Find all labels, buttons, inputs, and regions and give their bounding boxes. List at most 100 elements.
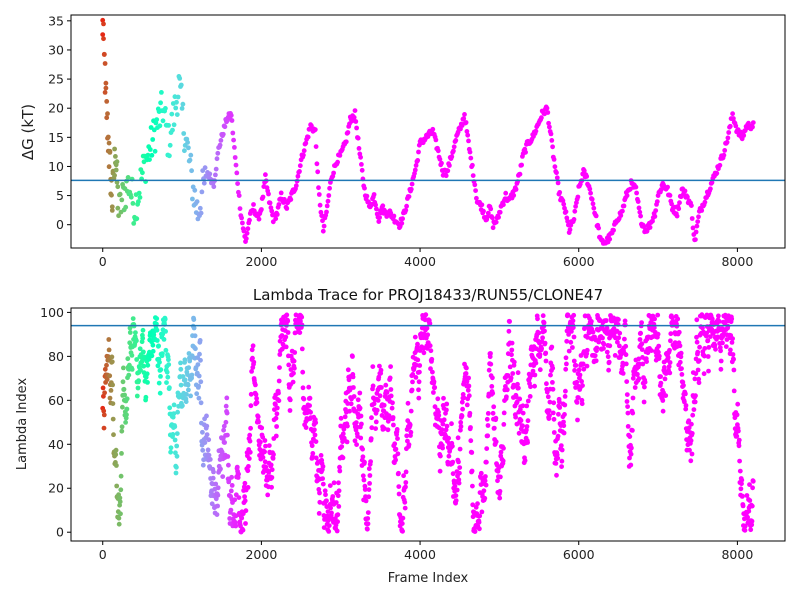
delta-g-point bbox=[214, 156, 220, 162]
lambda-point bbox=[291, 370, 296, 376]
lambda-point bbox=[381, 402, 387, 408]
lambda-y-tick-label: 40 bbox=[48, 437, 64, 452]
delta-g-point bbox=[163, 106, 168, 111]
lambda-point bbox=[739, 477, 745, 483]
delta-g-point bbox=[201, 180, 207, 186]
lambda-point bbox=[320, 464, 326, 469]
delta-g-point bbox=[647, 225, 653, 230]
delta-g-point bbox=[464, 129, 470, 134]
lambda-point bbox=[221, 423, 227, 429]
delta-g-point bbox=[517, 171, 523, 177]
lambda-point bbox=[662, 365, 667, 370]
lambda-point bbox=[374, 407, 380, 413]
delta-g-point bbox=[561, 201, 567, 207]
lambda-point bbox=[396, 491, 402, 497]
delta-g-point bbox=[685, 194, 690, 200]
lambda-point bbox=[104, 377, 110, 382]
delta-g-point bbox=[554, 170, 559, 176]
lambda-point bbox=[576, 367, 582, 373]
delta-g-point bbox=[335, 159, 340, 165]
delta-g-point bbox=[331, 170, 336, 176]
lambda-point bbox=[171, 402, 177, 408]
lambda-point bbox=[223, 403, 229, 409]
lambda-point bbox=[548, 372, 553, 378]
lambda-point bbox=[164, 369, 170, 375]
delta-g-point bbox=[453, 138, 459, 143]
lambda-point bbox=[696, 380, 702, 386]
lambda-point bbox=[470, 483, 475, 489]
delta-g-point bbox=[231, 137, 237, 143]
lambda-point bbox=[150, 348, 156, 354]
lambda-point bbox=[619, 367, 625, 372]
lambda-y-tick-label: 0 bbox=[56, 525, 64, 540]
delta-g-point bbox=[634, 190, 639, 196]
lambda-point bbox=[630, 428, 635, 433]
delta-g-point bbox=[485, 214, 490, 220]
delta-g-point bbox=[359, 167, 365, 173]
lambda-point bbox=[553, 461, 559, 466]
delta-g-point bbox=[694, 223, 700, 229]
lambda-point bbox=[299, 314, 305, 320]
lambda-point bbox=[577, 372, 583, 378]
lambda-point bbox=[454, 487, 460, 493]
delta-g-point bbox=[179, 106, 185, 111]
delta-g-point bbox=[689, 203, 694, 209]
lambda-point bbox=[556, 411, 561, 417]
lambda-point bbox=[563, 355, 569, 361]
delta-g-point bbox=[467, 149, 473, 155]
lambda-point bbox=[104, 362, 109, 368]
lambda-point bbox=[622, 336, 627, 342]
delta-g-point bbox=[109, 204, 115, 210]
delta-g-point bbox=[154, 117, 160, 122]
lambda-point bbox=[679, 372, 685, 377]
lambda-point bbox=[401, 473, 406, 479]
lambda-point bbox=[250, 343, 256, 349]
delta-g-point bbox=[618, 213, 624, 218]
delta-g-y-tick-label: 5 bbox=[56, 188, 64, 203]
lambda-point bbox=[416, 387, 421, 393]
lambda-point bbox=[478, 475, 484, 480]
delta-g-point bbox=[546, 120, 551, 126]
delta-g-point bbox=[557, 190, 563, 195]
lambda-point bbox=[730, 336, 735, 341]
delta-g-point bbox=[497, 209, 503, 215]
lambda-point bbox=[123, 420, 128, 425]
delta-g-point bbox=[652, 214, 658, 219]
lambda-plot-frame bbox=[70, 307, 786, 542]
delta-g-point bbox=[430, 126, 436, 132]
lambda-point bbox=[649, 348, 654, 353]
lambda-point bbox=[276, 398, 282, 404]
lambda-point bbox=[191, 317, 197, 322]
delta-g-point bbox=[665, 184, 670, 190]
lambda-point bbox=[715, 334, 721, 340]
lambda-point bbox=[660, 398, 666, 403]
lambda-point bbox=[431, 379, 437, 385]
delta-g-point bbox=[674, 213, 680, 219]
lambda-point bbox=[606, 359, 612, 365]
delta-g-point bbox=[415, 158, 421, 163]
delta-g-point bbox=[699, 208, 705, 213]
delta-g-point bbox=[552, 164, 558, 170]
lambda-point bbox=[651, 325, 657, 331]
delta-g-point bbox=[234, 170, 240, 176]
lambda-point bbox=[287, 397, 293, 403]
lambda-point bbox=[246, 456, 252, 461]
delta-g-point bbox=[114, 159, 120, 165]
delta-g-point bbox=[263, 172, 268, 178]
lambda-point bbox=[293, 312, 299, 318]
delta-g-point bbox=[523, 149, 528, 155]
lambda-point bbox=[617, 343, 622, 349]
lambda-point bbox=[436, 413, 442, 418]
delta-g-point bbox=[288, 197, 294, 203]
lambda-point bbox=[249, 347, 255, 353]
lambda-point bbox=[490, 390, 496, 396]
delta-g-point bbox=[593, 213, 599, 219]
lambda-point bbox=[200, 462, 206, 468]
lambda-point bbox=[563, 366, 569, 372]
lambda-point bbox=[184, 392, 189, 397]
lambda-point bbox=[354, 442, 359, 447]
lambda-point bbox=[248, 403, 254, 409]
lambda-point bbox=[400, 528, 405, 534]
delta-g-point bbox=[101, 21, 106, 27]
delta-g-point bbox=[187, 157, 193, 163]
